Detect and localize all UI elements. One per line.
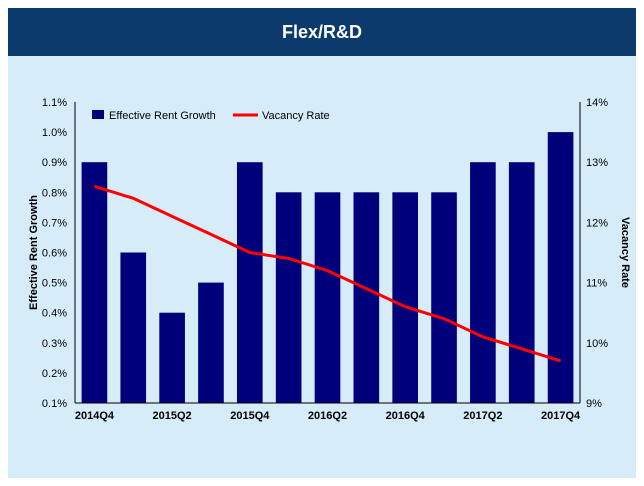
bar xyxy=(470,162,496,403)
y-tick-label: 0.2% xyxy=(42,368,67,380)
bar xyxy=(392,192,419,403)
y2-tick-label: 10% xyxy=(586,338,608,350)
legend-bar-swatch xyxy=(92,110,104,119)
chart-header: Flex/R&D xyxy=(8,8,636,56)
x-tick-label: 2015Q4 xyxy=(230,410,270,422)
x-tick-label: 2016Q4 xyxy=(386,410,426,422)
y-tick-label: 0.9% xyxy=(42,157,67,169)
bar xyxy=(547,132,574,403)
y-axis-title: Effective Rent Growth xyxy=(28,195,40,310)
y2-tick-label: 14% xyxy=(586,97,608,109)
bar xyxy=(159,312,185,403)
x-tick-label: 2014Q4 xyxy=(75,410,115,422)
y-tick-label: 0.6% xyxy=(42,248,67,260)
legend-label: Vacancy Rate xyxy=(262,110,330,122)
x-tick-label: 2016Q2 xyxy=(308,410,347,422)
y-tick-label: 0.1% xyxy=(42,398,67,410)
y-tick-label: 0.5% xyxy=(42,278,67,290)
y-tick-label: 0.4% xyxy=(42,308,67,320)
y2-axis-title: Vacancy Rate xyxy=(619,217,631,288)
bar xyxy=(120,252,147,403)
chart-title: Flex/R&D xyxy=(281,21,362,42)
bar xyxy=(314,192,341,403)
y2-tick-label: 9% xyxy=(586,398,602,410)
bar xyxy=(81,162,108,403)
y2-tick-label: 11% xyxy=(586,278,607,290)
vacancy-rate-line xyxy=(93,184,562,363)
bar xyxy=(431,192,457,403)
y-tick-label: 0.3% xyxy=(42,338,67,350)
y2-tick-label: 12% xyxy=(586,217,608,229)
y2-tick-label: 13% xyxy=(586,157,608,169)
x-tick-label: 2015Q2 xyxy=(153,410,192,422)
bar xyxy=(508,162,535,403)
y-tick-label: 0.8% xyxy=(42,187,67,199)
x-tick-label: 2017Q2 xyxy=(463,410,502,422)
bar xyxy=(236,162,263,403)
bar xyxy=(353,192,380,403)
y-tick-label: 1.1% xyxy=(42,97,67,109)
bar xyxy=(275,192,302,403)
legend-label: Effective Rent Growth xyxy=(109,110,216,122)
y-tick-label: 0.7% xyxy=(42,217,67,229)
bar xyxy=(198,282,224,403)
y-tick-label: 1.0% xyxy=(42,127,67,139)
x-tick-label: 2017Q4 xyxy=(541,410,581,422)
